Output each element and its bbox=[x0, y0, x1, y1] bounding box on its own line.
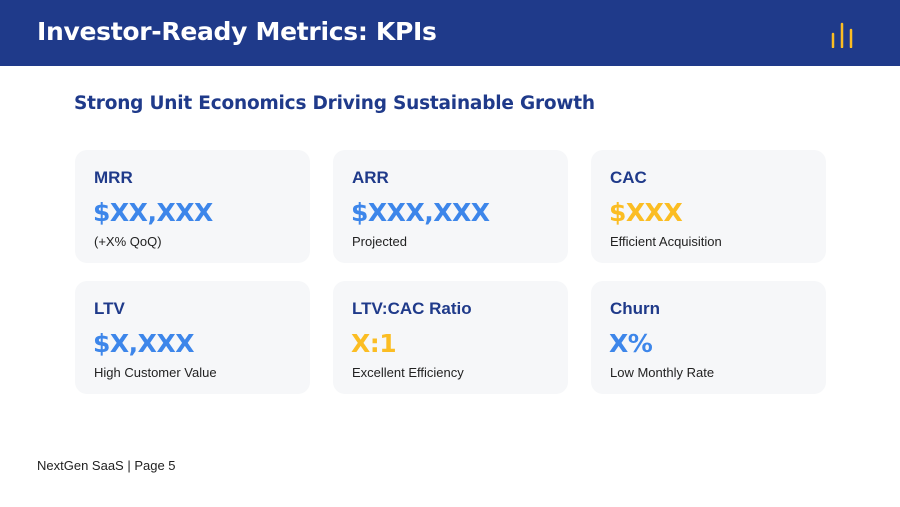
kpi-label: CAC bbox=[610, 168, 647, 187]
kpi-note: Projected bbox=[352, 234, 407, 249]
header-bar: Investor-Ready Metrics: KPIs bbox=[0, 0, 900, 66]
kpi-value: $X,XXX bbox=[93, 329, 195, 358]
kpi-note: Efficient Acquisition bbox=[610, 234, 722, 249]
kpi-note: High Customer Value bbox=[94, 365, 217, 380]
logo-icon bbox=[831, 22, 853, 48]
slide-title: Investor-Ready Metrics: KPIs bbox=[37, 17, 437, 46]
kpi-card: CAC $XXX Efficient Acquisition bbox=[591, 150, 826, 263]
kpi-label: ARR bbox=[352, 168, 389, 187]
kpi-card: MRR $XX,XXX (+X% QoQ) bbox=[75, 150, 310, 263]
kpi-label: Churn bbox=[610, 299, 661, 318]
kpi-value: $XX,XXX bbox=[93, 198, 213, 227]
kpi-label: LTV:CAC Ratio bbox=[352, 299, 472, 318]
kpi-card: ARR $XXX,XXX Projected bbox=[333, 150, 568, 263]
footer: NextGen SaaS | Page 5 bbox=[37, 458, 176, 473]
kpi-card: LTV $X,XXX High Customer Value bbox=[75, 281, 310, 394]
kpi-label: LTV bbox=[94, 299, 125, 318]
kpi-value: $XXX,XXX bbox=[351, 198, 490, 227]
kpi-note: Low Monthly Rate bbox=[610, 365, 715, 380]
kpi-value: X% bbox=[609, 329, 653, 358]
kpi-label: MRR bbox=[94, 168, 133, 187]
kpi-note: (+X% QoQ) bbox=[94, 234, 162, 249]
kpi-card: Churn X% Low Monthly Rate bbox=[591, 281, 826, 394]
subtitle: Strong Unit Economics Driving Sustainabl… bbox=[74, 93, 595, 114]
kpi-card: LTV:CAC Ratio X:1 Excellent Efficiency bbox=[333, 281, 568, 394]
kpi-value: X:1 bbox=[351, 329, 397, 358]
kpi-note: Excellent Efficiency bbox=[352, 365, 464, 380]
kpi-value: $XXX bbox=[609, 198, 683, 227]
